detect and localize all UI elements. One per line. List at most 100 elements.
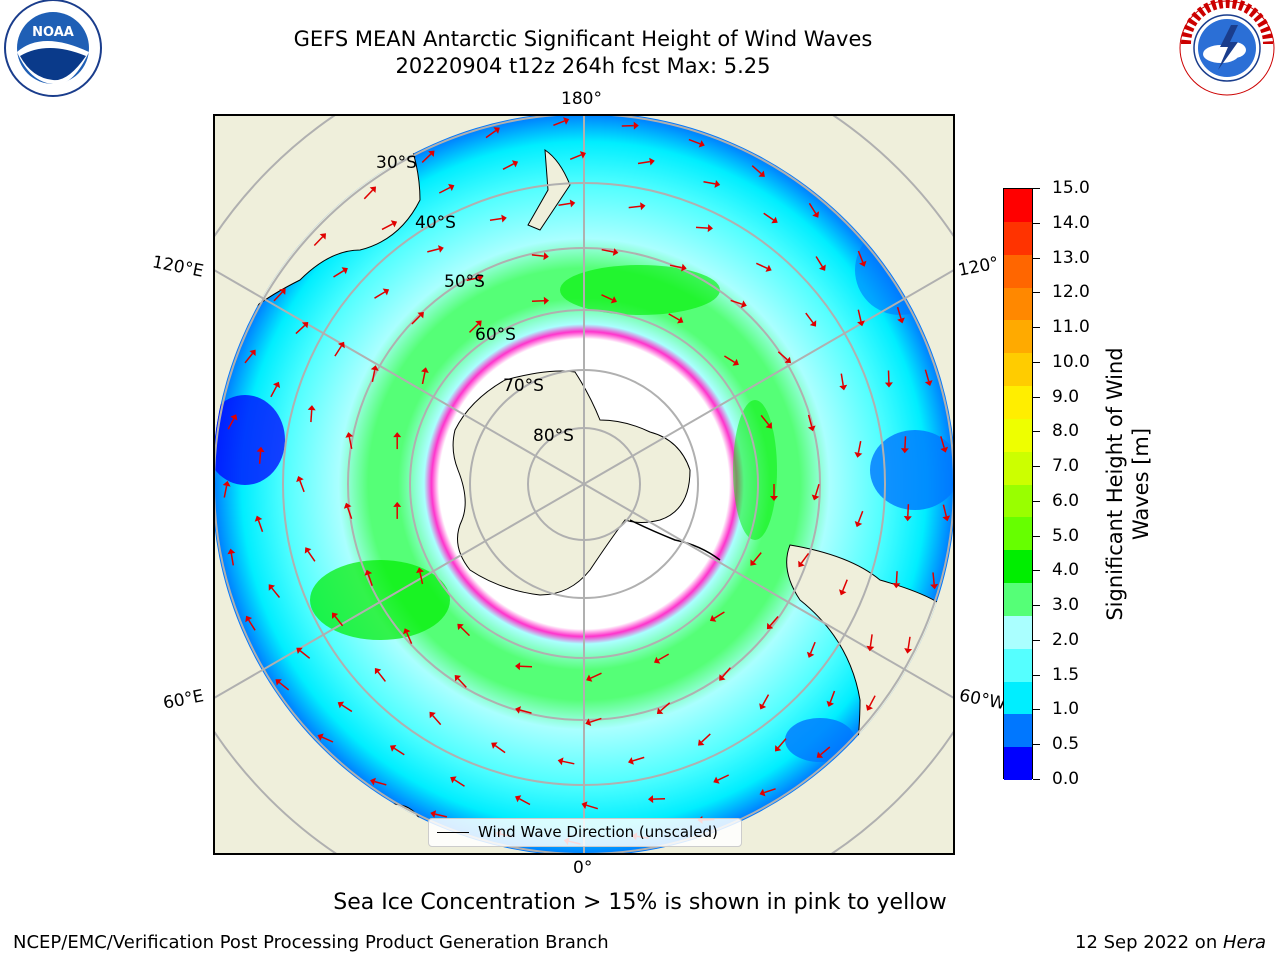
wind-arrow-shaft [668,313,680,321]
wind-arrow-head [515,795,522,803]
wind-arrow-head [859,260,867,267]
colorbar-segment [1004,550,1032,584]
wind-arrow-head [648,795,654,804]
chart-subtitle: 20220904 t12z 264h fcst Max: 5.25 [395,54,771,78]
wind-arrow-head [884,382,893,388]
colorbar-tick-label: 1.0 [1033,701,1079,718]
colorbar-segment [1004,353,1032,387]
wind-arrow-head [341,267,348,275]
wind-arrow-head [819,264,826,271]
wind-arrow-head [307,405,316,411]
wind-arrow-shaft [868,695,876,707]
wind-arrow-shaft [531,254,544,257]
colorbar-tick-label: 1.5 [1033,666,1079,684]
wind-arrow-head [475,320,482,327]
wind-arrow-head [612,248,619,256]
lat-label-60s: 60°S [475,325,516,345]
wind-arrow-head [784,356,791,363]
wind-arrow-head [249,349,256,356]
wind-arrow-head [393,501,402,507]
colorbar-tick-label: 9.0 [1033,388,1079,406]
legend-label: Wind Wave Direction (unscaled) [478,823,718,841]
wind-arrow-shaft [632,756,645,762]
wind-arrow-shaft [273,291,283,302]
wind-arrow-head [732,358,739,366]
wind-arrow-shaft [435,813,448,818]
longitude-lines [214,115,954,854]
wind-arrow-head [493,127,500,134]
wind-arrow-shaft [377,671,386,682]
wind-arrow-shaft [701,733,711,743]
wind-arrow-head [364,569,373,576]
wind-arrow-head [301,322,309,329]
footer-host: Hera [1222,932,1266,953]
colorbar-tick-label: 14.0 [1033,214,1090,232]
wind-arrow-shaft [457,678,467,688]
wind-arrow-shaft [485,129,497,139]
wind-arrow-head [345,432,354,438]
wind-arrow-head [273,381,281,389]
wind-arrow-shaft [942,504,948,517]
wind-arrow-shaft [842,579,848,592]
colorbar-tick-label: 15.0 [1033,180,1090,197]
wind-arrow-head [900,448,909,454]
wind-arrow-head [454,675,462,682]
wind-arrow-head [897,317,905,324]
wind-arrow-shaft [601,294,613,301]
wind-arrow-shaft [421,372,426,385]
colorbar-segment [1004,386,1032,420]
wind-arrow-head [812,211,820,218]
wind-arrow-shaft [753,552,762,563]
wind-arrow-head [656,707,664,714]
new-zealand-landmass [527,149,571,231]
wind-arrow-shaft [637,160,651,165]
wind-arrow-shaft [299,650,311,659]
wind-arrow-shaft [660,702,671,712]
wind-arrow-shaft [244,353,254,364]
footer-branch: NCEP/EMC/Verification Post Processing Pr… [13,932,609,953]
wind-arrow-shaft [367,574,373,587]
wind-arrow-shaft [657,653,670,661]
colorbar-tick-label: 8.0 [1033,423,1079,440]
wind-arrow-head [709,614,717,622]
wind-arrow-head [649,157,655,166]
wind-arrow-shaft [406,632,413,644]
footer-date: 12 Sep 2022 on Hera [1075,932,1266,953]
wind-arrow-head [811,494,820,501]
wind-arrow-shaft [777,351,788,361]
wind-arrow-head [628,757,634,765]
wind-arrow-head [515,706,521,714]
wind-arrow-shaft [589,717,602,723]
wind-arrow-head [826,700,834,707]
colorbar-segment [1004,221,1032,256]
wind-arrow-head [765,264,772,272]
colorbar-segment [1004,747,1032,781]
map-frame [213,114,955,855]
wind-arrow-shaft [932,572,935,585]
wind-arrow-head [268,584,275,591]
wind-arrow-shaft [558,202,571,206]
wave-min-patch [785,718,855,762]
wind-arrow-head [640,202,646,211]
wind-arrow-shaft [321,736,334,743]
colorbar-tick-label: 10.0 [1033,353,1090,371]
wind-arrow-shaft [427,248,440,253]
wind-arrow-head [759,703,767,710]
nws-logo [1179,0,1275,96]
wind-arrow-head [421,367,429,373]
wind-arrow-head [332,612,339,619]
wind-arrow-head [759,788,766,797]
wind-arrow-shaft [904,436,907,449]
wind-arrow-head [775,745,782,752]
wind-arrow-shaft [334,345,343,357]
wind-arrow-shaft [730,299,743,305]
wind-arrow-shaft [896,306,902,319]
wind-arrow-shaft [814,483,820,496]
wind-arrow-shaft [468,323,479,333]
wind-arrow-shaft [363,189,374,200]
colorbar-tick-label: 6.0 [1033,492,1079,510]
wind-arrow-head [417,312,424,319]
colorbar-segment [1004,484,1032,518]
wind-arrow-head [403,628,411,635]
wind-arrow-head [698,739,705,746]
